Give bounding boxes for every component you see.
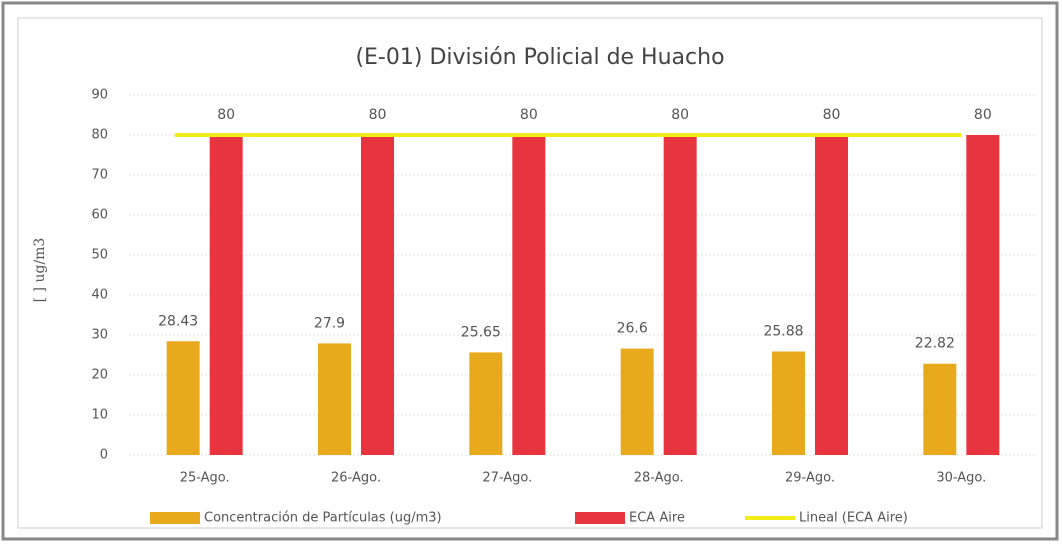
y-axis-label: [ ] ug/m3 (32, 238, 48, 303)
bar (166, 341, 200, 455)
legend-swatch (150, 512, 200, 524)
data-label: 25.65 (461, 324, 501, 340)
legend-label: Lineal (ECA Aire) (799, 511, 908, 526)
data-label: 80 (520, 107, 538, 123)
y-tick-label: 30 (91, 328, 108, 343)
y-tick-label: 10 (91, 408, 108, 423)
data-label: 80 (823, 107, 841, 123)
data-label: 25.88 (763, 323, 803, 339)
y-tick-label: 70 (91, 168, 108, 183)
data-label: 80 (671, 107, 689, 123)
bar (663, 135, 697, 455)
data-label: 22.82 (915, 336, 955, 352)
legend-label: ECA Aire (629, 511, 685, 526)
data-label: 27.9 (314, 315, 345, 331)
bar (815, 135, 848, 455)
y-tick-label: 40 (91, 288, 108, 303)
y-tick-label: 20 (91, 368, 108, 383)
x-tick-label: 30-Ago. (936, 471, 986, 486)
bar (361, 135, 394, 455)
bar (772, 351, 805, 455)
data-label: 28.43 (158, 313, 198, 329)
bar (209, 135, 243, 455)
data-label: 26.6 (617, 321, 648, 337)
x-tick-label: 25-Ago. (180, 471, 230, 486)
bar (620, 348, 654, 455)
y-tick-label: 50 (91, 248, 108, 263)
bar (512, 135, 546, 455)
data-label: 80 (974, 107, 992, 123)
y-tick-label: 80 (91, 128, 108, 143)
y-tick-label: 60 (91, 208, 108, 223)
bar (966, 135, 1000, 455)
x-tick-label: 27-Ago. (482, 471, 532, 486)
x-tick-label: 26-Ago. (331, 471, 381, 486)
legend-label: Concentración de Partículas (ug/m3) (204, 511, 442, 526)
bar (923, 363, 957, 455)
legend-swatch (575, 512, 625, 524)
bar (469, 352, 503, 455)
y-tick-label: 90 (91, 88, 108, 103)
chart-title: (E-01) División Policial de Huacho (355, 45, 724, 70)
data-label: 80 (217, 107, 235, 123)
x-tick-label: 28-Ago. (634, 471, 684, 486)
y-tick-label: 0 (100, 448, 108, 463)
plot-frame (17, 17, 1043, 529)
bar (318, 343, 351, 455)
data-label: 80 (369, 107, 387, 123)
x-tick-label: 29-Ago. (785, 471, 835, 486)
